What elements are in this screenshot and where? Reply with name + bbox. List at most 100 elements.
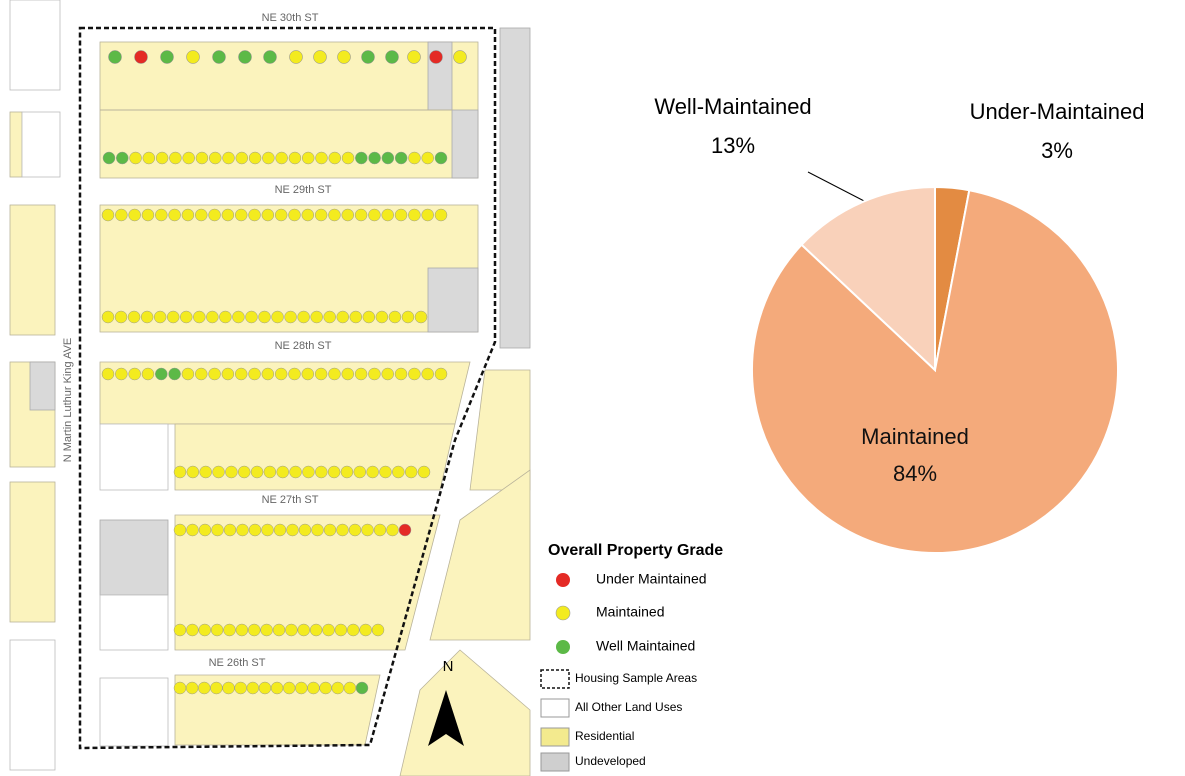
property-dot [421,208,434,222]
property-dot [186,50,200,64]
property-dot [173,623,187,637]
pie-chart: Under-Maintained 3% Maintained 84% Well-Main… [654,94,1144,554]
property-dot [206,310,219,324]
property-dot [381,208,394,222]
property-dot [181,208,195,222]
property-dot [155,367,168,381]
property-dot [347,623,360,637]
property-dot [199,465,212,479]
property-dot [274,208,288,222]
property-dot [248,367,261,381]
property-dot [246,681,260,695]
property-dot [343,681,357,695]
parcel [9,111,23,178]
property-dot [198,681,211,695]
property-dot [354,208,368,222]
property-dot [355,681,369,695]
property-dot [275,151,288,165]
property-dot [114,310,128,324]
property-dot [173,681,187,695]
property-dot [101,310,115,324]
legend-symbol [555,605,571,621]
property-dot [128,208,141,222]
legend-label: Undeveloped [575,754,646,768]
property-dot [288,151,302,165]
property-dot [238,50,252,64]
property-dot [371,623,385,637]
property-dot [115,208,128,222]
property-dot [127,310,141,324]
pie-slice [800,185,936,373]
property-dot [288,367,301,381]
property-dot [236,523,249,537]
street-label: NE 27th ST [262,494,319,506]
property-dot [261,367,275,381]
property-dot [271,310,284,324]
property-dot [128,367,141,381]
property-dot [210,681,223,695]
property-dot [361,523,374,537]
property-dot [185,681,199,695]
property-dot [310,310,323,324]
parcel [99,594,169,651]
property-dot [313,50,327,64]
legend-symbol [540,727,570,747]
property-dot [194,208,208,222]
property-dot [272,623,286,637]
property-dot [129,151,142,165]
property-dot [315,151,328,165]
property-dot [429,50,443,64]
legend-label: Residential [575,729,634,743]
property-dot [258,310,271,324]
property-dot [309,623,323,637]
property-dot [334,623,348,637]
property-dot [208,367,221,381]
property-dot [301,151,315,165]
property-dot [314,208,328,222]
property-dot [186,623,199,637]
property-dot [314,367,328,381]
property-dot [421,151,434,165]
property-dot [173,465,187,479]
property-dot [407,50,421,64]
property-dot [386,523,399,537]
property-dot [169,151,182,165]
property-dot [274,367,288,381]
property-dot [232,310,245,324]
property-dot [186,465,200,479]
legend-label: Well Maintained [596,638,695,654]
property-dot [366,465,379,479]
property-dot [336,310,349,324]
property-dot [141,208,155,222]
property-dot [168,208,181,222]
legend-symbol [556,573,570,587]
property-dot [353,465,367,479]
property-dot [381,151,395,165]
property-dot [323,310,336,324]
property-dot [297,623,310,637]
property-dot [414,310,428,324]
property-dot [116,151,129,165]
property-dot [248,208,261,222]
block [99,204,479,333]
property-dot [408,208,421,222]
property-dot [194,367,208,381]
property-dot [198,623,211,637]
map: NE 30th ST NE 29th ST NE 28th ST NE 27th… [0,0,531,776]
property-dot [401,310,415,324]
property-dot [368,367,381,381]
property-dot [354,367,368,381]
slice-value-label: 3% [1041,138,1073,163]
property-dot [286,523,299,537]
property-dot [307,681,320,695]
block [174,514,441,651]
property-dot [237,465,251,479]
property-dot [235,151,249,165]
property-dot [298,523,312,537]
property-dot [361,50,375,64]
property-dot [234,681,247,695]
property-dot [261,208,275,222]
property-dot [341,208,355,222]
property-dot [328,367,341,381]
property-dot [408,367,421,381]
